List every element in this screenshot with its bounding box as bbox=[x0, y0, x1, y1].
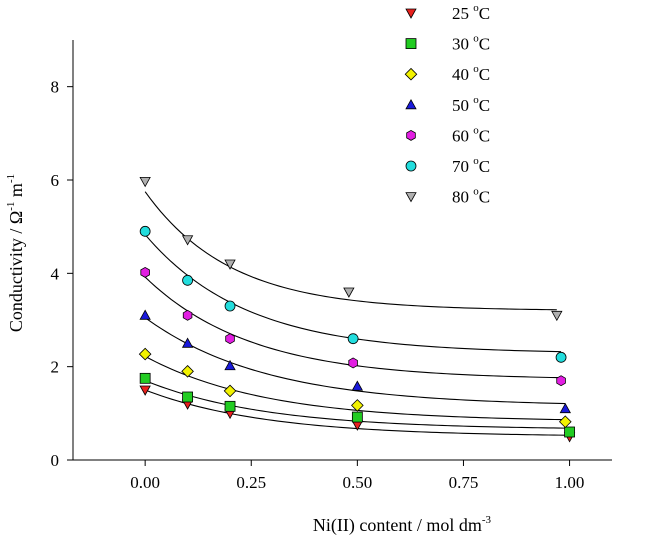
data-point-60C bbox=[182, 309, 193, 321]
legend-marker-70C bbox=[405, 160, 417, 172]
fit-curve bbox=[144, 355, 566, 421]
data-point-60C bbox=[348, 357, 358, 369]
legend-marker-25C bbox=[405, 8, 417, 19]
legend: 25 oC 30 oC 40 oC 50 oC 60 oC 70 oC 80 oC bbox=[404, 2, 490, 207]
fit-curves bbox=[144, 191, 570, 436]
data-point-40C bbox=[223, 384, 237, 398]
x-tick-label: 0.75 bbox=[449, 473, 479, 492]
data-point-50C bbox=[224, 359, 236, 371]
legend-label-30C: 30 oC bbox=[452, 33, 490, 54]
data-point-70C bbox=[347, 333, 359, 345]
data-point-50C bbox=[351, 380, 364, 391]
legend-marker-60C bbox=[406, 129, 416, 141]
data-point-80C bbox=[343, 287, 355, 298]
data-point-50C bbox=[181, 337, 194, 348]
x-axis-title-sup: -3 bbox=[482, 514, 492, 526]
y-axis-title-m-sup: -1 bbox=[5, 174, 17, 183]
data-point-40C bbox=[558, 415, 572, 429]
data-point-50C bbox=[559, 402, 571, 414]
y-axis-title-pre: Conductivity / bbox=[6, 224, 26, 332]
y-axis-title-omega-sup: -1 bbox=[5, 202, 17, 211]
data-point-80C bbox=[139, 176, 151, 188]
fit-curve bbox=[144, 191, 557, 311]
x-tick-label: 0.50 bbox=[342, 473, 372, 492]
data-point-30C bbox=[351, 411, 363, 423]
legend-marker-30C bbox=[405, 38, 417, 49]
data-point-80C bbox=[181, 235, 194, 246]
legend-label-70C: 70 oC bbox=[452, 155, 490, 176]
data-point-30C bbox=[564, 426, 575, 438]
y-tick-label: 0 bbox=[51, 451, 60, 470]
y-tick-label: 2 bbox=[51, 358, 60, 377]
data-point-40C bbox=[351, 399, 364, 412]
y-tick-label: 6 bbox=[51, 171, 60, 190]
x-tick-label: 0.25 bbox=[236, 473, 266, 492]
x-axis-title-text: Ni(II) content / mol dm bbox=[313, 515, 482, 536]
data-point-25C bbox=[139, 385, 151, 396]
data-point-40C bbox=[138, 347, 152, 361]
legend-label-50C: 50 oC bbox=[452, 94, 490, 115]
y-axis-title: Conductivity / Ω-1 m-1 bbox=[5, 174, 26, 332]
x-tick-label: 1.00 bbox=[555, 473, 585, 492]
legend-label-25C: 25 oC bbox=[452, 2, 490, 23]
y-axis-title-omega: Ω bbox=[6, 211, 26, 224]
y-axis-title-mid: m bbox=[6, 183, 26, 202]
data-point-60C bbox=[556, 375, 566, 387]
x-tick-label: 0.00 bbox=[130, 473, 160, 492]
legend-marker-80C bbox=[405, 192, 417, 203]
y-tick-label: 4 bbox=[51, 264, 60, 283]
data-point-30C bbox=[224, 400, 236, 412]
data-point-70C bbox=[555, 351, 567, 363]
legend-label-80C: 80 oC bbox=[452, 186, 490, 207]
data-point-80C bbox=[224, 259, 236, 270]
axes: 0 2 4 6 8 0.00 0.25 0.50 0.75 1.00 bbox=[51, 40, 612, 492]
data-point-80C bbox=[551, 310, 563, 322]
data-point-40C bbox=[181, 365, 194, 378]
legend-label-60C: 60 oC bbox=[452, 124, 490, 145]
legend-marker-40C bbox=[404, 67, 418, 81]
data-point-60C bbox=[225, 333, 235, 345]
y-tick-label: 8 bbox=[51, 78, 60, 97]
legend-label-40C: 40 oC bbox=[452, 63, 490, 84]
data-point-70C bbox=[182, 274, 193, 286]
legend-marker-50C bbox=[405, 98, 417, 110]
data-point-70C bbox=[224, 300, 236, 312]
data-point-30C bbox=[182, 391, 193, 403]
data-point-30C bbox=[139, 372, 151, 384]
data-points bbox=[138, 176, 576, 443]
x-axis-title: Ni(II) content / mol dm-3 bbox=[313, 514, 492, 536]
data-point-70C bbox=[139, 225, 151, 237]
data-point-50C bbox=[139, 309, 151, 320]
data-point-60C bbox=[140, 266, 150, 278]
